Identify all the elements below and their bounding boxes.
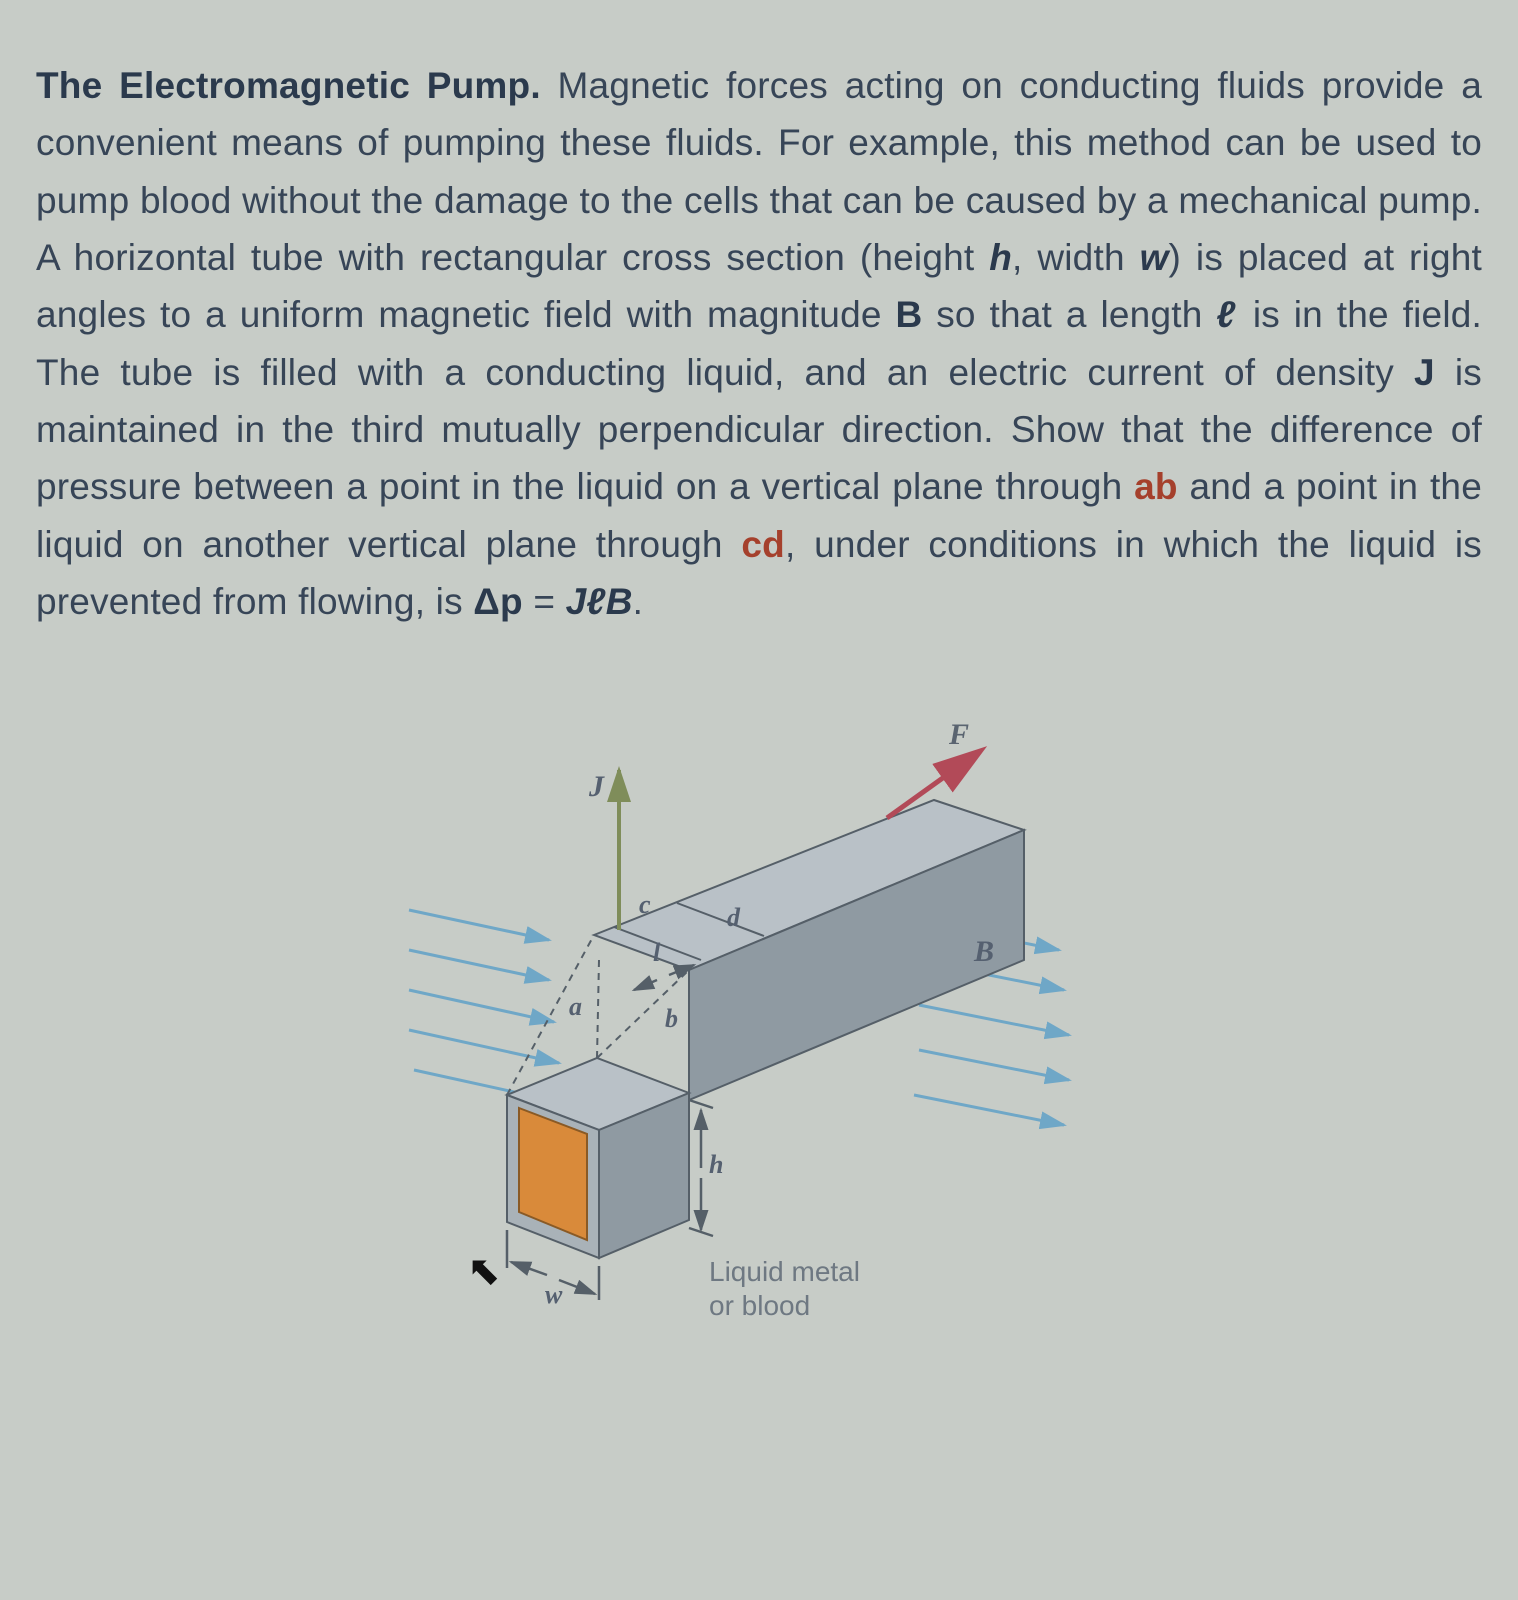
sym-B: B bbox=[895, 294, 922, 335]
label-b: b bbox=[665, 1004, 678, 1034]
eq-eq: = bbox=[523, 581, 566, 622]
figure-caption: Liquid metal or blood bbox=[709, 1255, 860, 1322]
label-B: B bbox=[974, 935, 994, 969]
sym-ab: ab bbox=[1134, 466, 1178, 507]
label-c: c bbox=[639, 890, 651, 920]
eq-dot: . bbox=[633, 581, 643, 622]
cursor-icon: ⬉ bbox=[467, 1248, 501, 1294]
problem-statement: The Electromagnetic Pump. Magnetic force… bbox=[36, 57, 1482, 630]
eq-rhs: JℓB bbox=[566, 581, 633, 622]
problem-page: The Electromagnetic Pump. Magnetic force… bbox=[0, 0, 1518, 1380]
label-d: d bbox=[727, 903, 740, 933]
problem-title: The Electromagnetic Pump. bbox=[36, 65, 541, 106]
label-w: w bbox=[545, 1280, 562, 1310]
caption-line2: or blood bbox=[709, 1289, 860, 1323]
label-a: a bbox=[569, 992, 582, 1022]
sym-h: h bbox=[989, 237, 1012, 278]
sym-ell: ℓ bbox=[1216, 294, 1239, 335]
label-F: F bbox=[949, 718, 969, 752]
label-J: J bbox=[589, 770, 604, 804]
text-1b: , width bbox=[1012, 237, 1140, 278]
label-l: l bbox=[653, 938, 660, 968]
text-1d: so that a length bbox=[922, 294, 1216, 335]
caption-line1: Liquid metal bbox=[709, 1255, 860, 1289]
sym-cd: cd bbox=[741, 524, 785, 565]
sym-J: J bbox=[1414, 352, 1435, 393]
sym-w: w bbox=[1140, 237, 1169, 278]
figure-container: F J B a b c d l h w ⬉ Liquid metal or bl… bbox=[36, 700, 1482, 1380]
pump-figure: F J B a b c d l h w ⬉ Liquid metal or bl… bbox=[399, 700, 1119, 1380]
label-h: h bbox=[709, 1150, 723, 1180]
eq-lhs: Δp bbox=[473, 581, 523, 622]
tube-front-block bbox=[507, 1058, 689, 1258]
ell-dim bbox=[634, 965, 694, 990]
